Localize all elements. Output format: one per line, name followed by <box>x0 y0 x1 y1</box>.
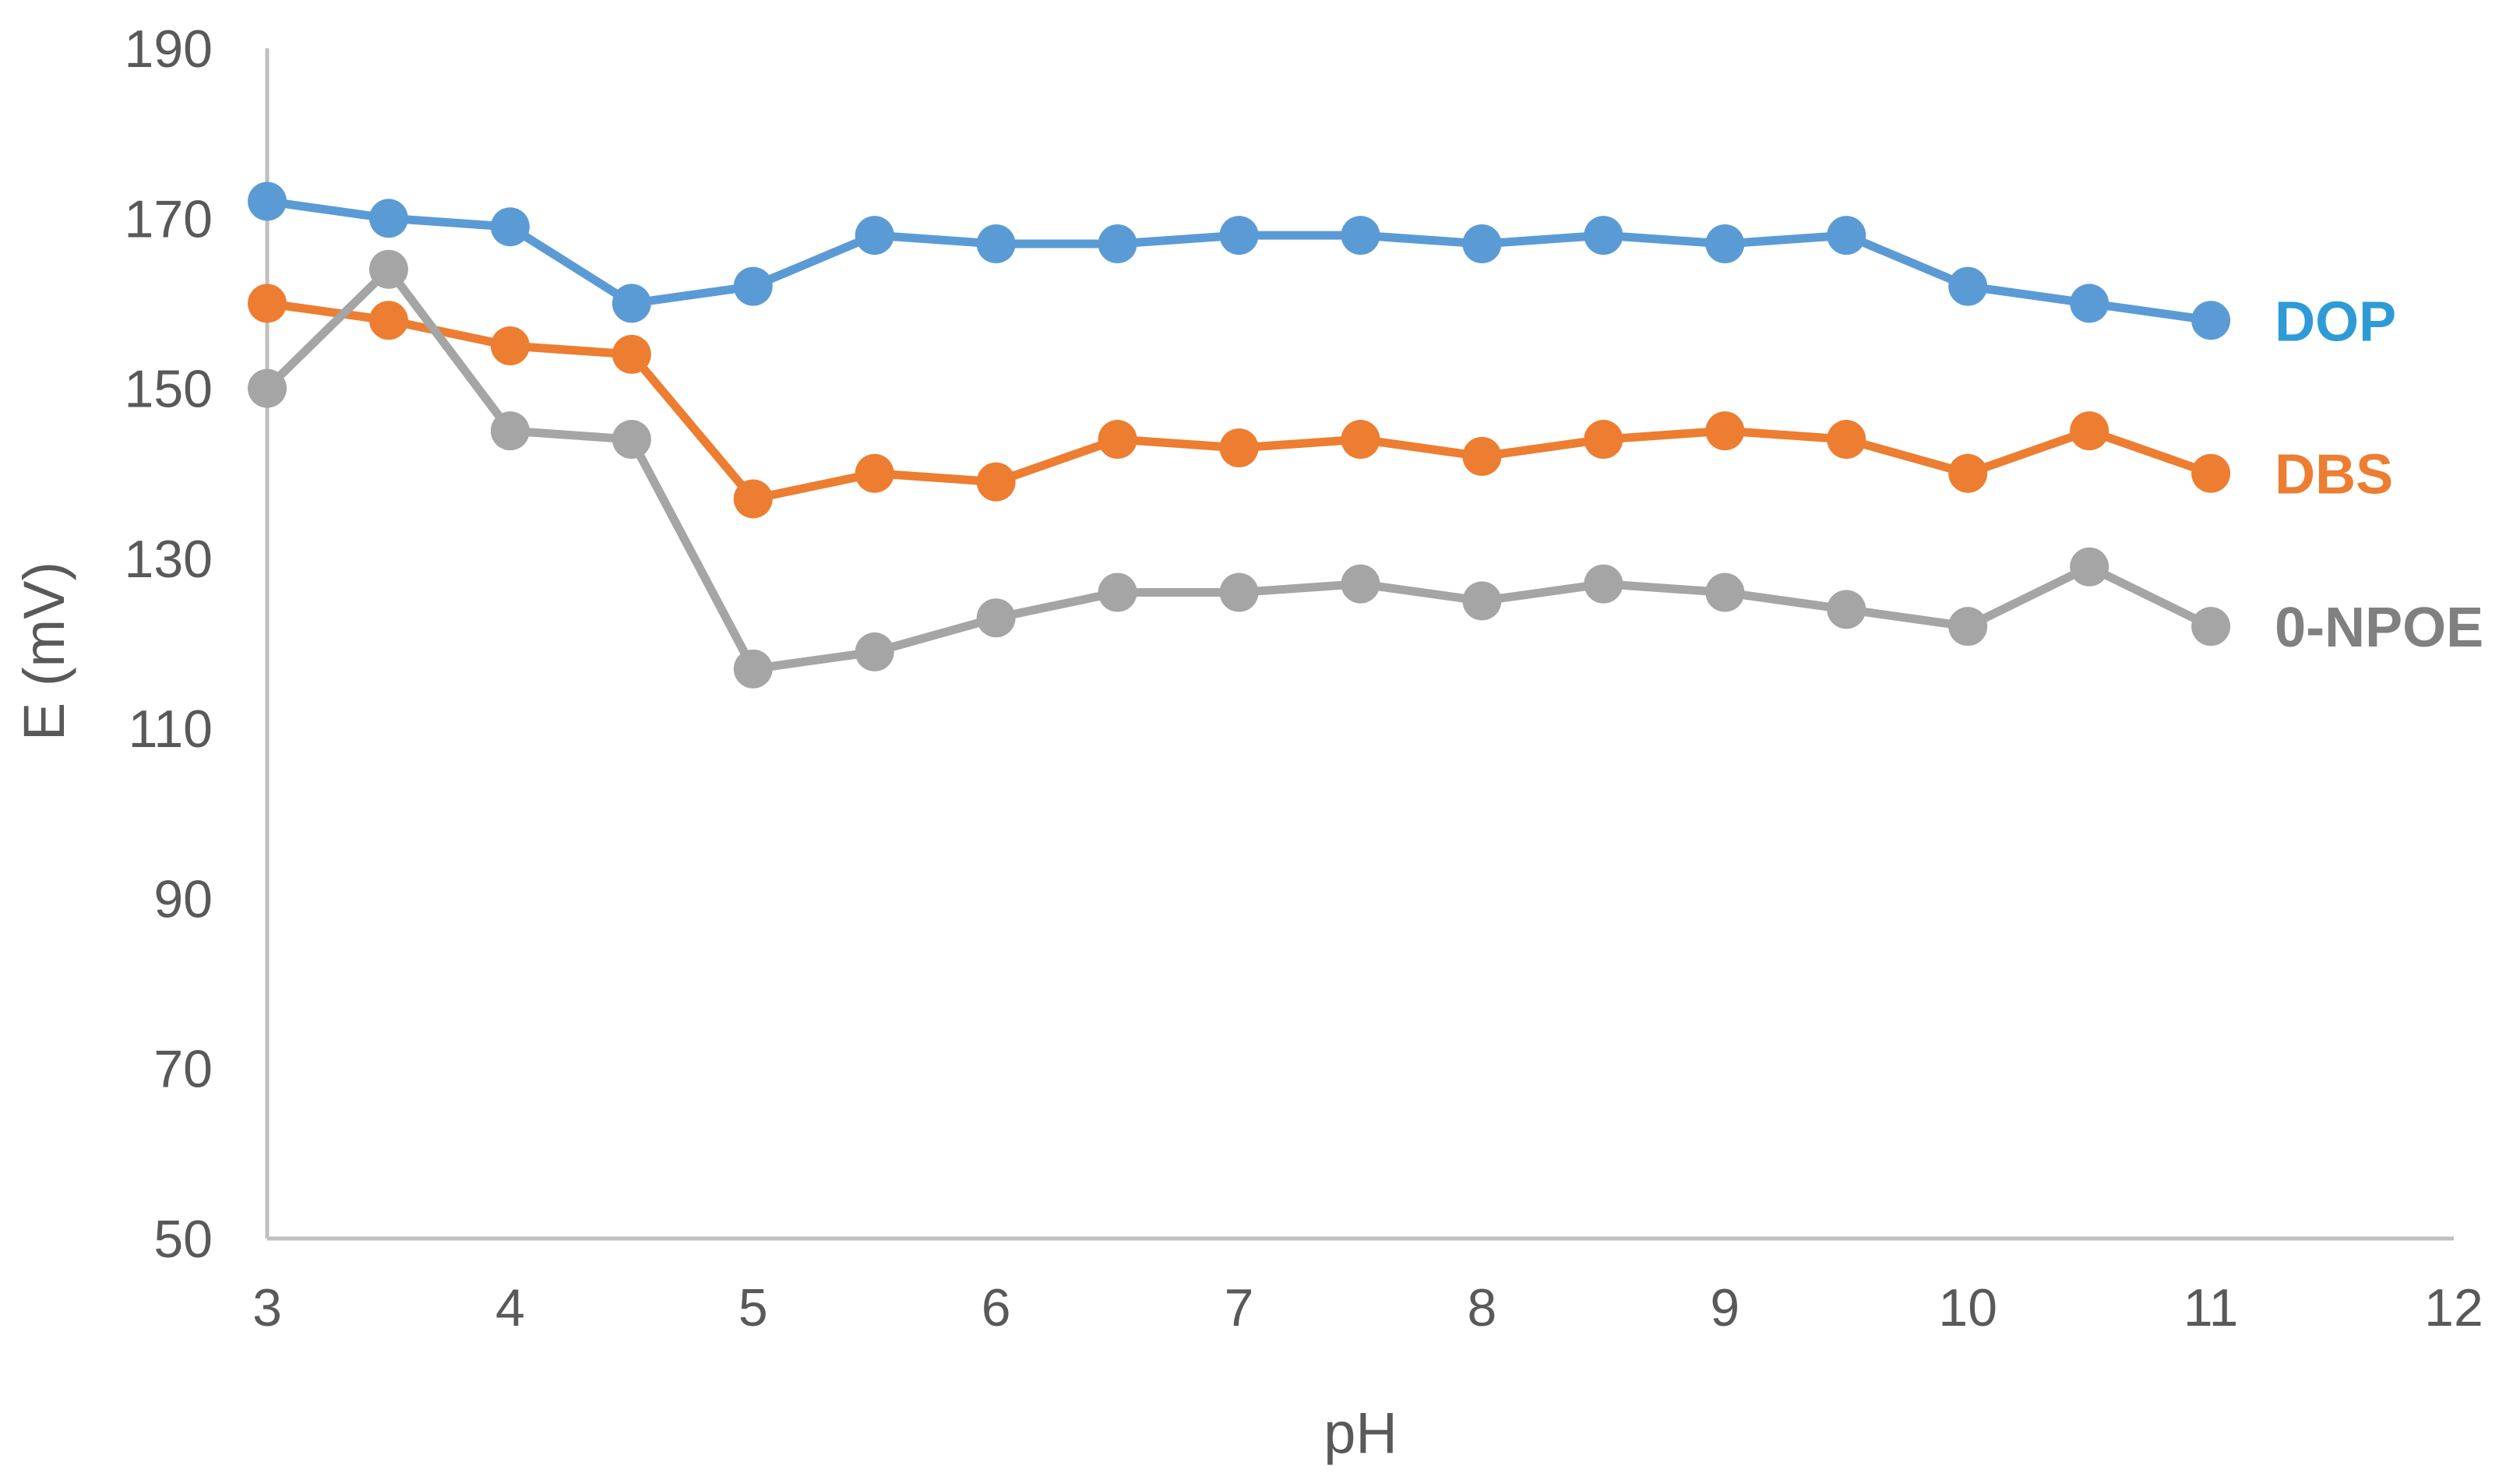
data-point <box>248 181 287 221</box>
data-point <box>2191 453 2231 493</box>
series-line-dbs <box>263 298 2215 503</box>
x-tick-label: 7 <box>1225 1278 1254 1337</box>
data-point <box>855 632 894 671</box>
x-tick-label: 12 <box>2424 1278 2483 1337</box>
data-point <box>1098 224 1137 264</box>
data-point <box>1341 564 1380 604</box>
data-point <box>368 301 408 340</box>
data-point <box>2191 301 2231 340</box>
data-point <box>855 216 894 255</box>
data-point <box>733 649 773 689</box>
data-point <box>1705 573 1745 612</box>
y-tick-label: 190 <box>125 19 213 79</box>
data-point <box>368 249 408 289</box>
x-tick-label: 8 <box>1468 1278 1497 1337</box>
data-point <box>1219 216 1259 255</box>
data-point <box>976 462 1016 502</box>
x-tick-label: 3 <box>252 1278 282 1337</box>
x-tick-label: 10 <box>1938 1278 1997 1337</box>
data-point <box>2070 547 2109 587</box>
data-point <box>490 411 530 451</box>
data-point <box>611 334 651 374</box>
data-point <box>1827 216 1866 255</box>
y-axis-title: E (mV) <box>12 562 76 741</box>
data-point <box>1948 607 1988 647</box>
data-point <box>2070 284 2109 323</box>
data-point <box>1341 420 1380 460</box>
series-label-0-npoe: 0-NPOE <box>2275 597 2483 659</box>
x-tick-label: 6 <box>982 1278 1011 1337</box>
data-point <box>1098 420 1137 460</box>
data-point <box>855 453 894 493</box>
data-point <box>1462 581 1502 621</box>
data-point <box>1098 573 1137 612</box>
data-point <box>1219 428 1259 467</box>
x-tick-labels: 3 4 5 6 7 8 9 10 11 12 <box>252 1278 2483 1337</box>
y-tick-label: 130 <box>125 530 213 589</box>
x-axis-title: pH <box>1323 1401 1397 1465</box>
data-point <box>368 199 408 238</box>
data-point <box>1462 224 1502 264</box>
data-point <box>1705 224 1745 264</box>
data-point <box>248 368 287 408</box>
data-point <box>611 284 651 323</box>
data-point <box>733 479 773 519</box>
y-tick-label: 150 <box>125 360 213 419</box>
series-dop <box>248 181 2231 340</box>
data-point <box>733 266 773 306</box>
axes <box>265 48 2454 1241</box>
data-point <box>1948 453 1988 493</box>
series-dbs <box>248 284 2231 519</box>
x-tick-label: 4 <box>495 1278 525 1337</box>
y-tick-labels: 50 70 90 110 130 150 170 190 <box>125 19 213 1269</box>
data-point <box>1219 573 1259 612</box>
data-point <box>2191 607 2231 647</box>
series-group <box>248 181 2231 689</box>
y-tick-label: 50 <box>153 1210 213 1269</box>
data-point <box>976 224 1016 264</box>
data-point <box>1341 216 1380 255</box>
data-point <box>1462 436 1502 476</box>
data-point <box>1705 411 1745 451</box>
x-tick-label: 9 <box>1710 1278 1739 1337</box>
data-point <box>1584 564 1623 604</box>
series-labels: DOP DBS 0-NPOE <box>2275 291 2483 659</box>
series-label-dbs: DBS <box>2275 444 2393 506</box>
data-point <box>1948 266 1988 306</box>
series-label-dop: DOP <box>2275 291 2396 353</box>
y-tick-label: 170 <box>125 189 213 248</box>
data-point <box>490 326 530 365</box>
x-tick-label: 5 <box>738 1278 768 1337</box>
data-point <box>976 598 1016 638</box>
y-tick-label: 90 <box>153 869 213 929</box>
data-point <box>1827 420 1866 460</box>
data-point <box>1827 590 1866 629</box>
x-tick-label: 11 <box>2183 1278 2239 1337</box>
series-0-npoe <box>248 249 2231 689</box>
data-point <box>1584 420 1623 460</box>
data-point <box>490 207 530 247</box>
data-point <box>2070 411 2109 451</box>
data-point <box>611 420 651 460</box>
data-point <box>248 284 287 323</box>
y-tick-label: 110 <box>129 699 213 759</box>
y-tick-label: 70 <box>153 1040 213 1099</box>
data-point <box>1584 216 1623 255</box>
